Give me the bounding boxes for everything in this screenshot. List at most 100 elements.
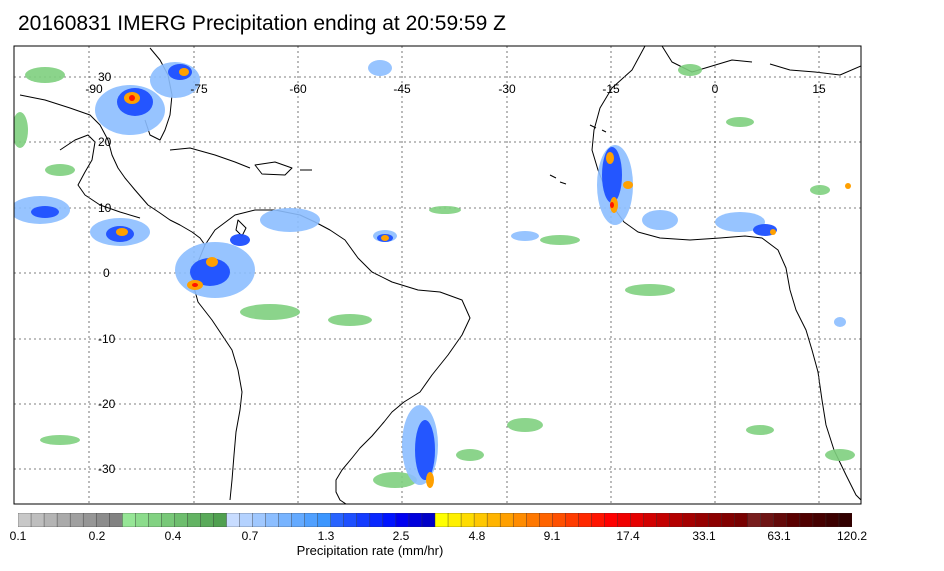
yucatan-coast (59, 134, 141, 219)
precip-red (129, 95, 614, 287)
colorbar-swatch (682, 513, 697, 527)
colorbar-tick-label: 33.1 (692, 529, 716, 543)
colorbar-swatch (395, 513, 410, 527)
colorbar-swatch (656, 513, 671, 527)
maracaibo (235, 219, 247, 237)
colorbar (18, 513, 852, 527)
lat-label: 10 (98, 201, 112, 215)
colorbar-swatch (82, 513, 97, 527)
colorbar-swatch (109, 513, 123, 527)
colorbar-swatch (69, 513, 84, 527)
colorbar-tick-label: 120.2 (836, 529, 868, 543)
colorbar-swatch (747, 513, 762, 527)
colorbar-swatch (291, 513, 306, 527)
map-title: 20160831 IMERG Precipitation ending at 2… (18, 12, 506, 35)
colorbar-tick-label: 0.7 (241, 529, 259, 543)
colorbar-swatch (812, 513, 827, 527)
colorbar-swatch (786, 513, 801, 527)
lat-label: 30 (98, 70, 112, 84)
colorbar-swatch (825, 513, 840, 527)
colorbar-swatch (578, 513, 593, 527)
colorbar-swatch (95, 513, 110, 527)
gulf-coast (19, 94, 206, 246)
colorbar-swatch (330, 513, 345, 527)
lon-labels: -90 -75 -60 -45 -30 -15 0 15 (85, 82, 826, 96)
colorbar-swatch (838, 513, 852, 527)
colorbar-tick-label: 0.2 (88, 529, 106, 543)
colorbar-swatch (643, 513, 658, 527)
colorbar-swatch (799, 513, 814, 527)
iberia-coast (661, 46, 753, 73)
lon-label: -60 (289, 82, 307, 96)
colorbar-swatch (486, 513, 501, 527)
precip-light-green (14, 64, 855, 488)
colorbar-swatch (617, 513, 632, 527)
colorbar-swatch (213, 513, 228, 527)
lat-label: -30 (98, 462, 116, 476)
lat-label: -20 (98, 397, 116, 411)
lat-labels: 30 20 10 0 -10 -20 -30 (98, 70, 116, 476)
colorbar-swatch (604, 513, 619, 527)
colorbar-swatch (278, 513, 293, 527)
colorbar-swatch (161, 513, 176, 527)
colorbar-swatch (148, 513, 163, 527)
colorbar-swatch (56, 513, 71, 527)
colorbar-swatch (304, 513, 319, 527)
colorbar-swatch (369, 513, 384, 527)
hispaniola (254, 161, 293, 176)
colorbar-swatch (708, 513, 723, 527)
africa-coast (591, 46, 861, 501)
colorbar-swatch (226, 513, 241, 527)
coastlines (19, 46, 861, 504)
colorbar-swatch (499, 513, 514, 527)
precip-light-blue (14, 60, 846, 485)
lon-label: -30 (498, 82, 516, 96)
colorbar-swatch (317, 513, 332, 527)
colorbar-swatch (122, 513, 136, 527)
cuba (169, 147, 251, 169)
lat-label: 0 (103, 266, 110, 280)
colorbar-swatch (539, 513, 553, 527)
colorbar-swatch (669, 513, 684, 527)
colorbar-tick-label: 9.1 (543, 529, 561, 543)
colorbar-swatch (734, 513, 749, 527)
colorbar-tick-label: 17.4 (616, 529, 640, 543)
colorbar-swatch (447, 513, 462, 527)
lon-label: -45 (393, 82, 411, 96)
colorbar-swatch (512, 513, 527, 527)
colorbar-tick-label: 1.3 (317, 529, 335, 543)
lon-label: -90 (85, 82, 103, 96)
colorbar-swatch (30, 513, 45, 527)
colorbar-swatch (526, 513, 540, 527)
colorbar-swatch (565, 513, 580, 527)
colorbar-swatch (695, 513, 710, 527)
colorbar-swatch (187, 513, 202, 527)
lat-label: -10 (98, 332, 116, 346)
colorbar-swatch (265, 513, 280, 527)
lat-label: 20 (98, 135, 112, 149)
colorbar-swatch (239, 513, 254, 527)
colorbar-swatch (382, 513, 397, 527)
colorbar-swatch (135, 513, 150, 527)
colorbar-swatch (473, 513, 488, 527)
colorbar-swatch (43, 513, 58, 527)
precip-yellow-orange (116, 68, 851, 488)
mediterranean-coast (769, 63, 861, 76)
colorbar-tick-label: 63.1 (767, 529, 791, 543)
colorbar-swatch (630, 513, 645, 527)
lon-label: -15 (602, 82, 620, 96)
colorbar-title: Precipitation rate (mm/hr) (296, 543, 444, 558)
colorbar-tick-label: 0.1 (9, 529, 27, 543)
colorbar-swatch (773, 513, 788, 527)
colorbar-swatch (591, 513, 606, 527)
colorbar-swatch (408, 513, 423, 527)
colorbar-swatch (760, 513, 775, 527)
colorbar-swatch (460, 513, 475, 527)
colorbar-swatch (343, 513, 358, 527)
colorbar-swatch (421, 513, 436, 527)
colorbar-swatch (252, 513, 267, 527)
cape-verde (549, 174, 567, 185)
colorbar-swatch (174, 513, 189, 527)
colorbar-swatch (356, 513, 371, 527)
lon-label: -75 (190, 82, 208, 96)
